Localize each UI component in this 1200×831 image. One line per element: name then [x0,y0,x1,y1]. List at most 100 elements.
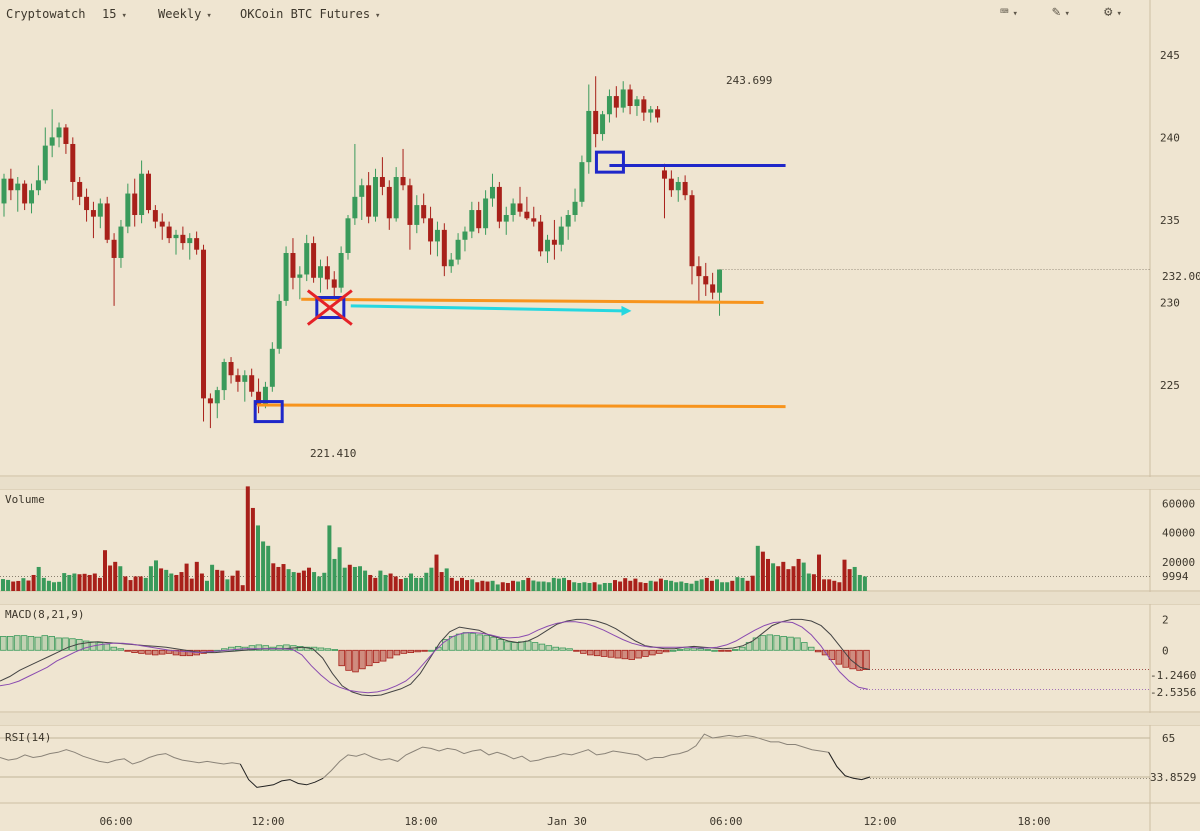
volume-bar [398,579,403,591]
volume-bar [475,582,480,591]
chevron-down-icon: ▾ [375,11,381,21]
volume-bar [827,579,832,591]
macd-histogram-bar [531,642,539,651]
volume-bar [434,554,439,591]
candle-up [56,127,62,138]
price-tick-label: 240 [1160,131,1180,144]
candle-down [159,221,165,227]
chevron-down-icon: ▾ [206,11,212,21]
volume-bar [541,581,546,591]
rsi-current-label: 33.8529 [1150,771,1196,784]
candle-up [448,259,454,267]
volume-bar [189,578,194,591]
candle-up [338,253,344,288]
macd-histogram-bar [27,636,35,651]
range-dropdown[interactable]: Weekly ▾ [158,7,212,21]
macd-histogram-bar [738,646,746,651]
volume-bar [597,584,602,591]
candle-up [558,226,564,245]
range-label: Weekly [158,7,202,21]
candle-down [180,234,186,244]
macd-histogram-bar [704,649,711,651]
candle-down [145,173,151,211]
volume-bar [444,568,449,591]
candle-up [187,238,193,244]
rsi-line-tail [828,752,871,781]
macd-histogram-bar [20,635,28,651]
volume-bar [332,558,337,591]
macd-histogram-bar [842,649,849,668]
macd-histogram-bar [331,649,339,651]
candle-down [641,99,647,113]
volume-bar [199,573,204,591]
volume-bar [322,572,327,591]
macd-histogram-bar [317,647,325,651]
macd-histogram-bar [725,649,732,652]
volume-bar [281,564,286,591]
candle-up [49,137,55,146]
volume-bar [118,566,123,591]
volume-bar [653,581,658,591]
macd-histogram-bar [807,646,815,651]
app-name[interactable]: Cryptowatch [6,7,86,21]
volume-bar [143,577,148,591]
candle-down [496,186,502,222]
candle-down [696,266,702,277]
volume-bar [414,577,419,591]
macd-histogram-bar [814,649,822,653]
volume-bar [490,580,495,591]
candle-up [606,96,612,115]
macd-histogram-bar [262,645,269,651]
candle-up [545,239,551,252]
low-price-label: 221.410 [310,447,356,460]
candle-down [166,226,172,239]
volume-bar [567,580,572,591]
macd-histogram-bar [234,646,242,651]
drawn-annotations[interactable] [253,150,786,424]
volume-bar [393,576,398,591]
volume-bar [133,576,138,591]
candle-up [221,362,227,391]
candle-down [682,181,688,196]
volume-bar [862,576,867,591]
candle-up [620,89,626,108]
volume-bar [592,582,597,591]
candle-down [386,186,392,219]
drawing-tool-icon[interactable]: ✎ ▾ [1052,4,1070,20]
keyboard-icon[interactable]: ⌨ ▾ [1000,4,1018,20]
time-tick-label: 06:00 [709,815,742,828]
volume-bar [740,577,745,591]
candle-down [132,193,138,216]
chevron-down-icon: ▾ [121,11,127,21]
macd-histogram-bar [359,649,366,670]
volume-bar [103,550,107,591]
interval-dropdown[interactable]: 15 ▾ [102,7,127,21]
settings-gear-icon[interactable]: ⚙ ▾ [1104,4,1122,20]
macd-histogram-bar [580,649,587,654]
macd-histogram-bar [697,648,704,651]
volume-bar [607,582,612,591]
macd-histogram-bar [559,647,566,651]
macd-histogram-bar [587,649,594,656]
volume-bar [674,582,679,591]
candle-up [15,183,21,191]
volume-bar [602,582,607,591]
candle-down [551,239,557,245]
macd-histogram-bar [780,636,787,651]
volume-bar [36,566,41,591]
volume-bar [220,570,225,591]
volume-bar [806,573,811,591]
volume-bar [847,569,852,591]
candle-down [194,238,200,250]
macd-current-label: -1.2460 [1150,669,1196,682]
volume-bar [6,579,11,591]
volume-bar [771,563,776,591]
market-dropdown[interactable]: OKCoin BTC Futures ▾ [240,7,380,21]
toolbar: Cryptowatch 15 ▾ Weekly ▾ OKCoin BTC Futur… [0,0,1150,30]
candle-up [1,178,7,204]
volume-bar [791,566,796,591]
time-tick-label: Jan 30 [547,815,587,828]
volume-bar [730,580,735,591]
macd-histogram-bar [794,637,801,651]
